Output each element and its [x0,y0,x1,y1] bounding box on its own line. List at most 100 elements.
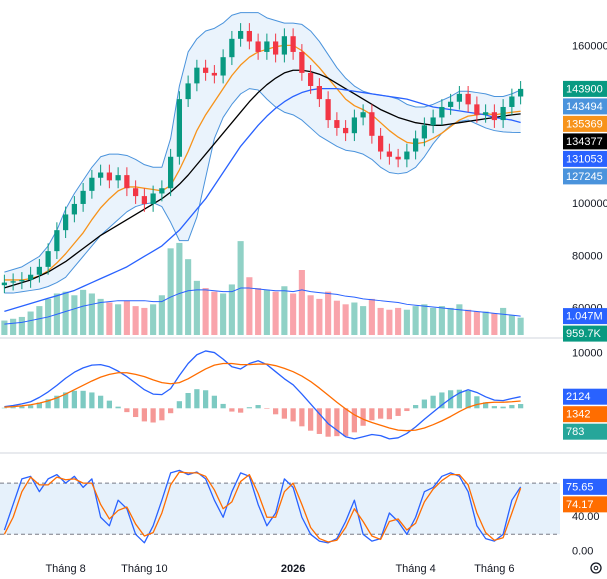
value-label: 783 [563,423,607,440]
candle-body [439,106,445,118]
candle-body [10,281,16,283]
candle-body [483,112,489,115]
histogram-bar [211,395,217,409]
value-label: 959.7K [563,325,607,342]
histogram-bar [63,392,69,409]
histogram-bar [141,408,147,422]
value-label-box [563,388,607,405]
histogram-bar [308,408,314,431]
volume-bar [456,304,463,335]
candle-body [159,188,165,194]
volume-bar [508,315,515,335]
value-label: 74.17 [563,496,607,513]
histogram-bar [133,408,139,418]
candle-body [325,99,331,121]
candle-body [176,99,182,157]
value-label-box [563,133,607,150]
value-label-text: 1.047M [566,311,603,323]
volume-bar [246,277,253,335]
volume-bar [447,307,454,335]
histogram-bar [124,408,130,413]
histogram-bar [1,407,7,409]
value-label-text: 1342 [566,409,590,421]
volume-bar [71,295,78,335]
candle-body [203,67,209,73]
candle-body [150,193,156,204]
histogram-bar [28,405,34,409]
value-label-text: 143900 [566,83,603,95]
histogram-bar [10,407,16,409]
candle-body [63,214,69,231]
volume-bar [430,307,437,335]
candle-body [360,112,366,118]
x-tick-label: Tháng 6 [474,563,514,575]
candle-body [343,127,349,134]
histogram-bar [369,408,375,421]
candle-body [168,156,174,189]
volume-bar [517,317,524,335]
x-tick-label: Tháng 8 [45,563,85,575]
volume-bar [395,307,402,335]
candle-body [421,125,427,139]
volume-bar [482,311,489,335]
stochastic-line [3,469,522,544]
candle-body [71,203,77,215]
volume-bar [202,288,209,335]
settings-icon[interactable] [590,562,602,574]
volume-bar [97,298,104,335]
y-tick-label: 40.00 [572,511,600,523]
volume-bar [386,309,393,335]
value-label: 2124 [563,388,607,405]
histogram-bar [404,408,410,412]
value-label-text: 127245 [566,171,603,183]
volume-bar [211,291,218,335]
x-tick-label: Tháng 10 [121,563,167,575]
histogram-bar [45,399,51,409]
histogram-bar [203,390,209,409]
value-label-box [563,478,607,495]
band-fill [4,12,521,294]
volume-bar [141,307,148,335]
candle-body [465,93,471,105]
candle-body [124,175,130,189]
histogram-bar [316,408,322,434]
histogram-bar [500,406,506,409]
y-tick-label: 0.00 [572,545,593,557]
candle-body [386,151,392,157]
volume-bar [491,313,498,335]
volume-bar [263,289,270,335]
volume-bar [342,304,349,335]
histogram-bar [159,408,165,421]
histogram-bar [439,392,445,409]
histogram-bar [386,408,392,420]
volume-bar [403,309,410,335]
stochastic-line [3,471,522,543]
volume-bar [281,286,288,335]
macd-line [4,350,521,440]
value-label-box [563,406,607,423]
value-label-text: 2124 [566,391,590,403]
volume-bar [18,316,25,335]
volume-bar [27,311,34,335]
candle-body [413,138,419,152]
volume-ma-line [4,287,521,325]
volume-bar [500,307,507,335]
value-label: 134377 [563,133,607,150]
histogram-bar [290,408,296,422]
candle-body [334,120,340,128]
candle-body [106,172,112,181]
candle-body [98,172,104,178]
candle-body [448,101,454,107]
candle-body [299,51,305,73]
candle-body [45,251,51,267]
candle-body [491,112,497,121]
x-tick-label: 2026 [281,563,305,575]
histogram-bar [71,390,77,409]
volume-bar [368,298,375,335]
histogram-bar [281,408,287,419]
candle-body [316,86,322,100]
value-label-text: 134377 [566,136,603,148]
candle-body [185,83,191,100]
value-label-box [563,423,607,440]
volume-bar [158,295,165,335]
